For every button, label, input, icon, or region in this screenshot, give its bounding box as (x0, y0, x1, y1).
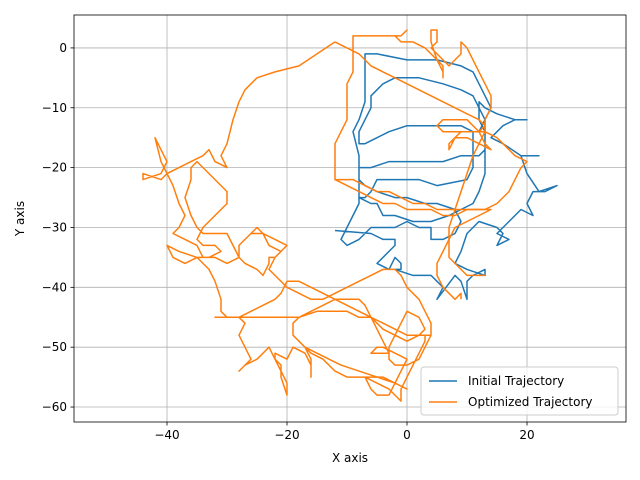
x-axis-ticks: −40 −20 0 20 (154, 422, 535, 442)
x-tick-label: −20 (274, 428, 299, 442)
y-tick-label: −20 (42, 161, 67, 175)
series-line-optimized-trajectory (334, 29, 528, 277)
y-axis-ticks: 0 −10 −20 −30 −40 −50 −60 (42, 41, 74, 414)
x-axis-label: X axis (332, 451, 368, 465)
y-tick-label: −10 (42, 101, 67, 115)
y-tick-label: −50 (42, 340, 67, 354)
y-tick-label: −60 (42, 400, 67, 414)
x-tick-label: −40 (154, 428, 179, 442)
legend-box (420, 366, 619, 416)
series-line-optimized-trajectory (142, 41, 432, 402)
legend-label-initial: Initial Trajectory (468, 374, 564, 388)
x-tick-label: 0 (403, 428, 411, 442)
series-line-optimized-trajectory (334, 178, 492, 301)
x-tick-label: 20 (519, 428, 534, 442)
series-layer (142, 29, 558, 402)
y-tick-label: −30 (42, 220, 67, 234)
y-tick-label: −40 (42, 280, 67, 294)
plot-frame (73, 14, 627, 423)
y-tick-label: 0 (59, 41, 67, 55)
series-line-initial-trajectory (334, 53, 558, 301)
legend-label-optimized: Optimized Trajectory (468, 395, 593, 409)
legend: Initial Trajectory Optimized Trajectory (420, 366, 619, 416)
y-axis-label: Y axis (13, 201, 27, 237)
